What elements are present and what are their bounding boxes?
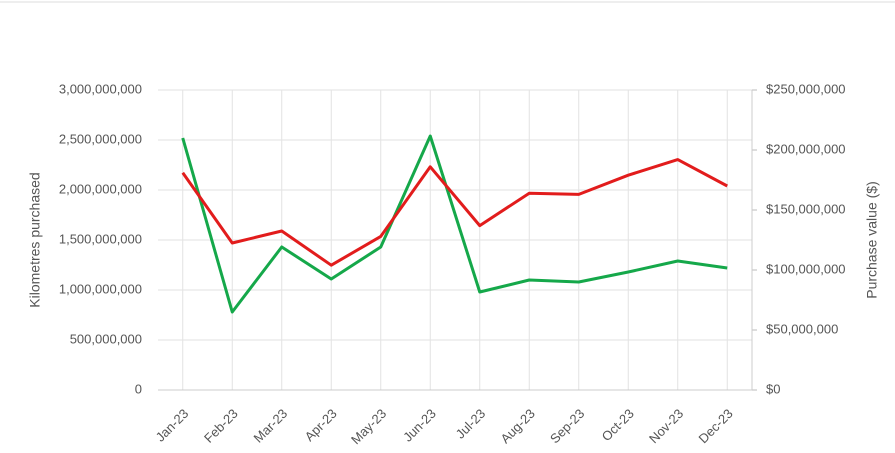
y-tick-label: 1,500,000,000	[59, 231, 142, 246]
x-tick-label: Jun-23	[400, 406, 439, 445]
y2-axis-label: Purchase value ($)	[864, 181, 880, 299]
y2-tick-label: $0	[766, 381, 780, 396]
x-tick-label: May-23	[348, 406, 389, 447]
x-tick-label: Jul-23	[453, 406, 489, 442]
y-tick-label: 1,000,000,000	[59, 281, 142, 296]
x-tick-label: Oct-23	[599, 406, 637, 444]
data-line	[181, 134, 728, 314]
x-tick-label: Feb-23	[201, 406, 241, 446]
data-line	[181, 158, 728, 267]
y2-tick-label: $250,000,000	[766, 81, 846, 96]
y2-tick-label: $100,000,000	[766, 261, 846, 276]
y-axis-label: Kilometres purchased	[27, 172, 43, 307]
y2-tick-label: $50,000,000	[766, 321, 838, 336]
x-tick-label: Dec-23	[696, 406, 736, 446]
x-tick-label: Apr-23	[302, 406, 340, 444]
x-tick-label: Nov-23	[646, 406, 686, 446]
y2-tick-label: $200,000,000	[766, 141, 846, 156]
y-tick-label: 3,000,000,000	[59, 81, 142, 96]
y2-tick-label: $150,000,000	[766, 201, 846, 216]
y-tick-label: 0	[135, 381, 142, 396]
y-tick-label: 2,500,000,000	[59, 131, 142, 146]
x-tick-label: Jan-23	[153, 406, 192, 445]
x-tick-label: Aug-23	[498, 406, 538, 446]
y-tick-label: 500,000,000	[70, 331, 142, 346]
x-tick-label: Sep-23	[547, 406, 587, 446]
x-tick-label: Mar-23	[251, 406, 291, 446]
y-tick-label: 2,000,000,000	[59, 181, 142, 196]
